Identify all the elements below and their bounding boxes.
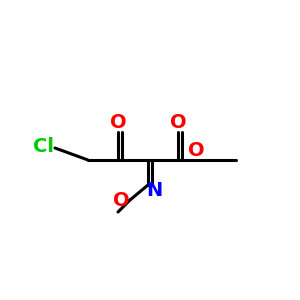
Text: O: O [110, 113, 126, 133]
Text: O: O [113, 190, 129, 209]
Text: O: O [170, 113, 186, 133]
Text: Cl: Cl [32, 136, 53, 155]
Text: O: O [188, 142, 204, 160]
Text: N: N [146, 181, 162, 200]
